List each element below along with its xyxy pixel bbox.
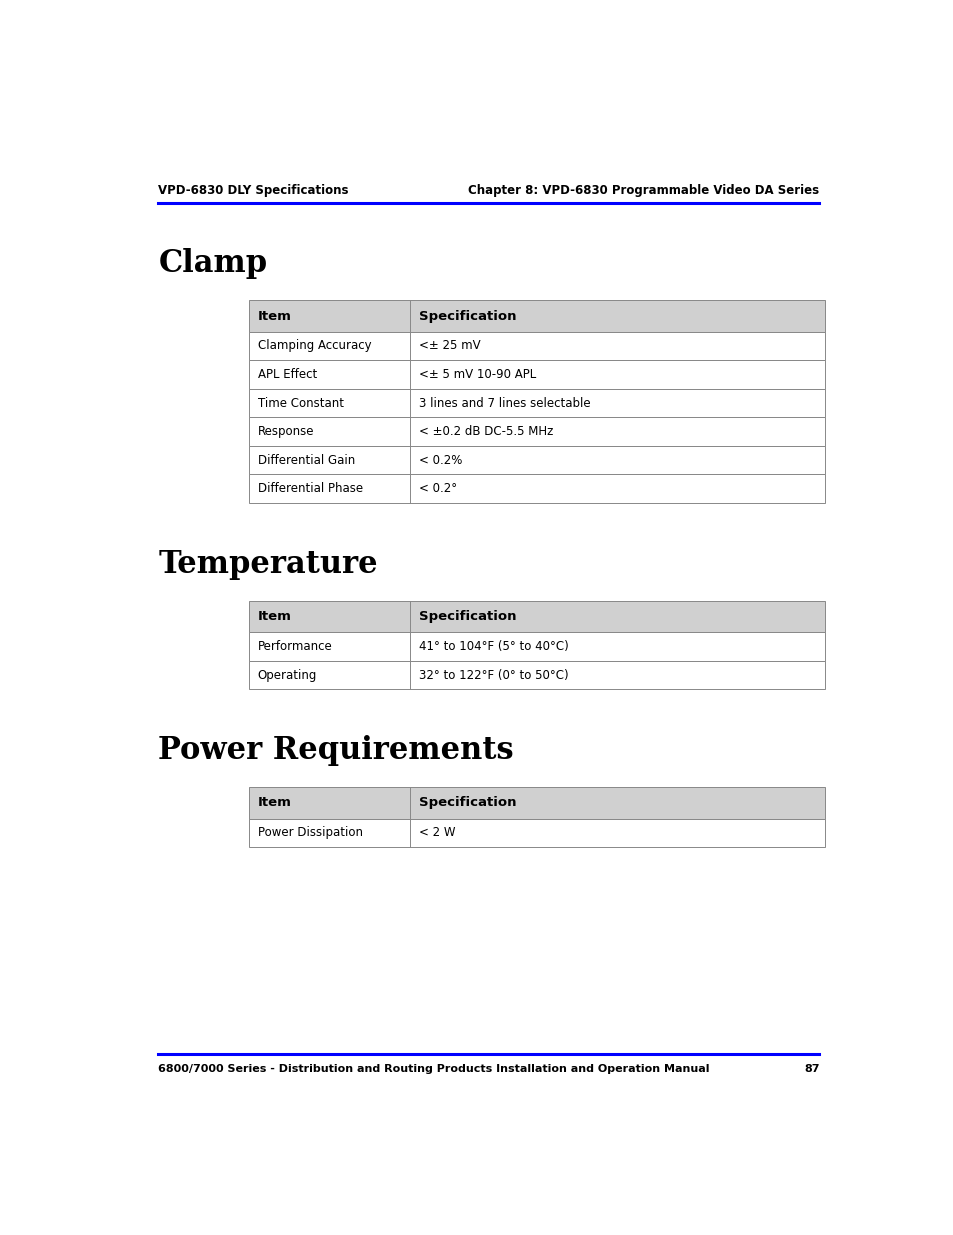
Bar <box>249 417 824 446</box>
Text: <± 25 mV: <± 25 mV <box>418 340 480 352</box>
Bar <box>249 661 824 689</box>
Bar <box>249 474 824 503</box>
Text: Specification: Specification <box>418 610 516 622</box>
Text: VPD-6830 DLY Specifications: VPD-6830 DLY Specifications <box>158 184 349 198</box>
Text: Power Requirements: Power Requirements <box>158 735 514 766</box>
Text: 32° to 122°F (0° to 50°C): 32° to 122°F (0° to 50°C) <box>418 668 568 682</box>
Bar <box>249 361 824 389</box>
Text: Chapter 8: VPD-6830 Programmable Video DA Series: Chapter 8: VPD-6830 Programmable Video D… <box>468 184 819 198</box>
Text: Clamping Accuracy: Clamping Accuracy <box>257 340 371 352</box>
Bar <box>249 389 824 417</box>
Text: < 2 W: < 2 W <box>418 826 455 840</box>
Bar <box>249 446 824 474</box>
Text: Specification: Specification <box>418 797 516 809</box>
Text: Response: Response <box>257 425 314 438</box>
Text: Temperature: Temperature <box>158 548 377 579</box>
Text: 6800/7000 Series - Distribution and Routing Products Installation and Operation : 6800/7000 Series - Distribution and Rout… <box>158 1063 709 1073</box>
Text: Differential Phase: Differential Phase <box>257 482 362 495</box>
Text: < 0.2%: < 0.2% <box>418 453 462 467</box>
Text: Item: Item <box>257 310 291 322</box>
Text: Performance: Performance <box>257 640 332 653</box>
Bar <box>249 632 824 661</box>
Text: < 0.2°: < 0.2° <box>418 482 456 495</box>
Text: Operating: Operating <box>257 668 316 682</box>
Text: 87: 87 <box>803 1063 819 1073</box>
Bar <box>249 332 824 361</box>
Text: Item: Item <box>257 797 291 809</box>
Bar <box>249 819 824 847</box>
Bar <box>249 601 824 632</box>
Bar <box>249 787 824 819</box>
Text: Time Constant: Time Constant <box>257 396 343 410</box>
Text: 3 lines and 7 lines selectable: 3 lines and 7 lines selectable <box>418 396 590 410</box>
Bar <box>249 300 824 332</box>
Text: Differential Gain: Differential Gain <box>257 453 355 467</box>
Text: <± 5 mV 10-90 APL: <± 5 mV 10-90 APL <box>418 368 536 382</box>
Text: 41° to 104°F (5° to 40°C): 41° to 104°F (5° to 40°C) <box>418 640 568 653</box>
Text: Specification: Specification <box>418 310 516 322</box>
Text: Power Dissipation: Power Dissipation <box>257 826 362 840</box>
Text: APL Effect: APL Effect <box>257 368 316 382</box>
Text: Item: Item <box>257 610 291 622</box>
Text: Clamp: Clamp <box>158 248 267 279</box>
Text: < ±0.2 dB DC-5.5 MHz: < ±0.2 dB DC-5.5 MHz <box>418 425 553 438</box>
